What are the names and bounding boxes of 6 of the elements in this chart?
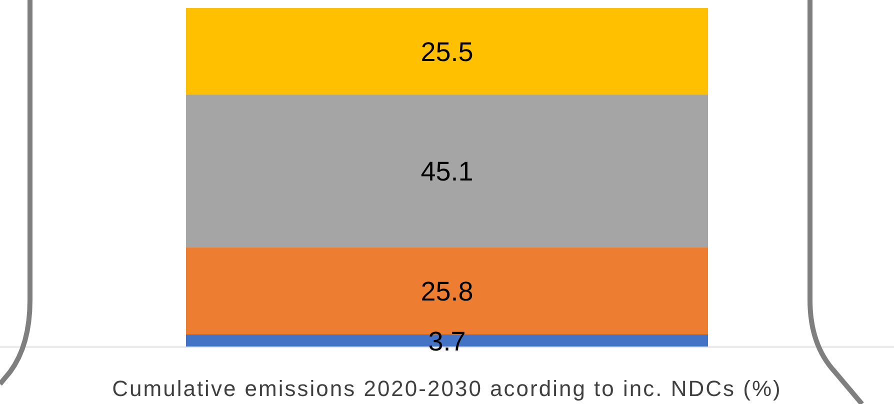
x-axis-title: Cumulative emissions 2020-2030 acording to inc. NDCs (%) bbox=[112, 376, 782, 401]
data-label: 25.8 bbox=[420, 276, 474, 306]
data-label: 45.1 bbox=[420, 156, 474, 186]
bar bbox=[186, 94, 708, 248]
data-label: 25.5 bbox=[420, 36, 474, 67]
bar bbox=[186, 8, 708, 94]
